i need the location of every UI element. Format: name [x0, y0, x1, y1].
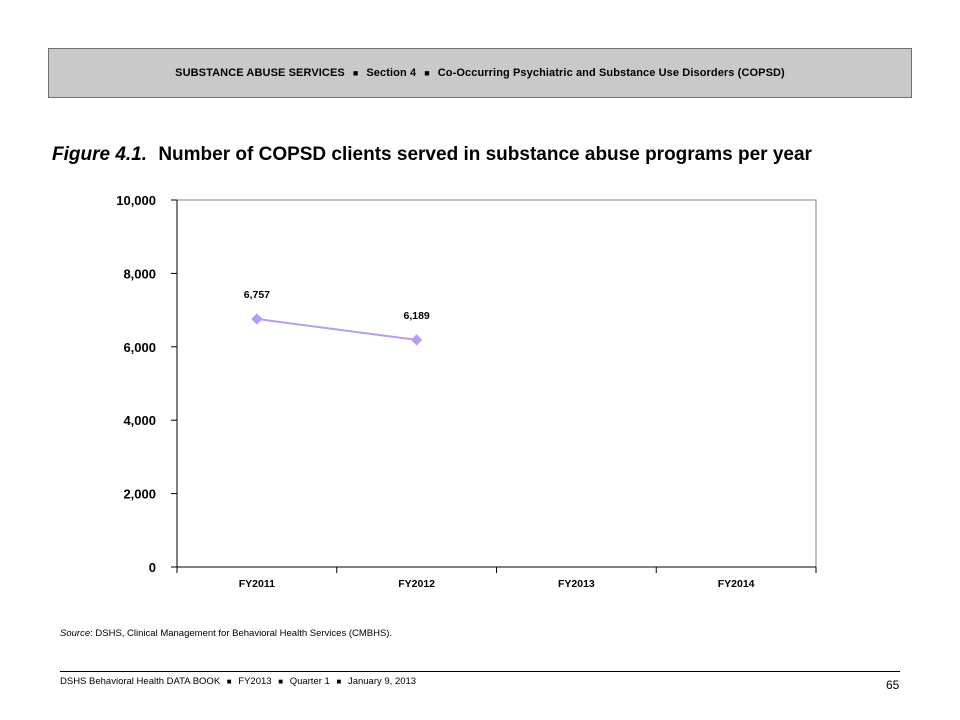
header-topic: Co-Occurring Psychiatric and Substance U…: [437, 67, 785, 79]
figure-title: Figure 4.1. Number of COPSD clients serv…: [52, 144, 932, 166]
y-tick-label: 6,000: [123, 340, 156, 355]
series-line: [256, 318, 417, 341]
y-tick-label: 10,000: [116, 193, 156, 208]
header-program: SUBSTANCE ABUSE SERVICES: [175, 67, 345, 79]
page-number: 65: [886, 678, 900, 692]
data-point-marker: [410, 334, 423, 346]
figure-caption: Number of COPSD clients served in substa…: [158, 144, 812, 165]
data-label: 6,189: [403, 310, 429, 322]
y-tick-label: 0: [149, 560, 156, 575]
x-tick-label: FY2011: [239, 578, 275, 590]
y-tick-label: 8,000: [123, 266, 156, 281]
footer-fiscal-year: FY2013: [238, 676, 272, 687]
plot-area: [176, 199, 817, 568]
header-separator-icon: ■: [352, 68, 359, 78]
data-point-marker: [251, 313, 263, 325]
footer-separator-icon: ■: [226, 677, 232, 686]
footer-divider: [60, 671, 900, 672]
data-label: 6,757: [244, 289, 270, 301]
footer-info: DSHS Behavioral Health DATA BOOK ■ FY201…: [60, 676, 416, 687]
header-separator-icon: ■: [424, 68, 430, 78]
x-tick-label: FY2014: [718, 578, 755, 590]
footer-book: DSHS Behavioral Health DATA BOOK: [60, 676, 221, 687]
section-header-banner: SUBSTANCE ABUSE SERVICES ■ Section 4 ■ C…: [48, 48, 912, 98]
footer-date: January 9, 2013: [347, 676, 417, 687]
source-note: Source: DSHS, Clinical Management for Be…: [60, 628, 392, 639]
source-label: Source: [60, 628, 91, 639]
footer-separator-icon: ■: [336, 677, 342, 686]
figure-number: Figure 4.1.: [52, 144, 148, 165]
y-tick-label: 4,000: [123, 413, 156, 428]
footer-quarter: Quarter 1: [289, 676, 330, 687]
x-tick-label: FY2013: [558, 578, 595, 590]
source-text: : DSHS, Clinical Management for Behavior…: [90, 628, 393, 639]
footer-separator-icon: ■: [278, 677, 284, 686]
y-tick-label: 2,000: [123, 487, 156, 502]
x-tick-label: FY2012: [398, 578, 435, 590]
header-section: Section 4: [366, 67, 417, 79]
